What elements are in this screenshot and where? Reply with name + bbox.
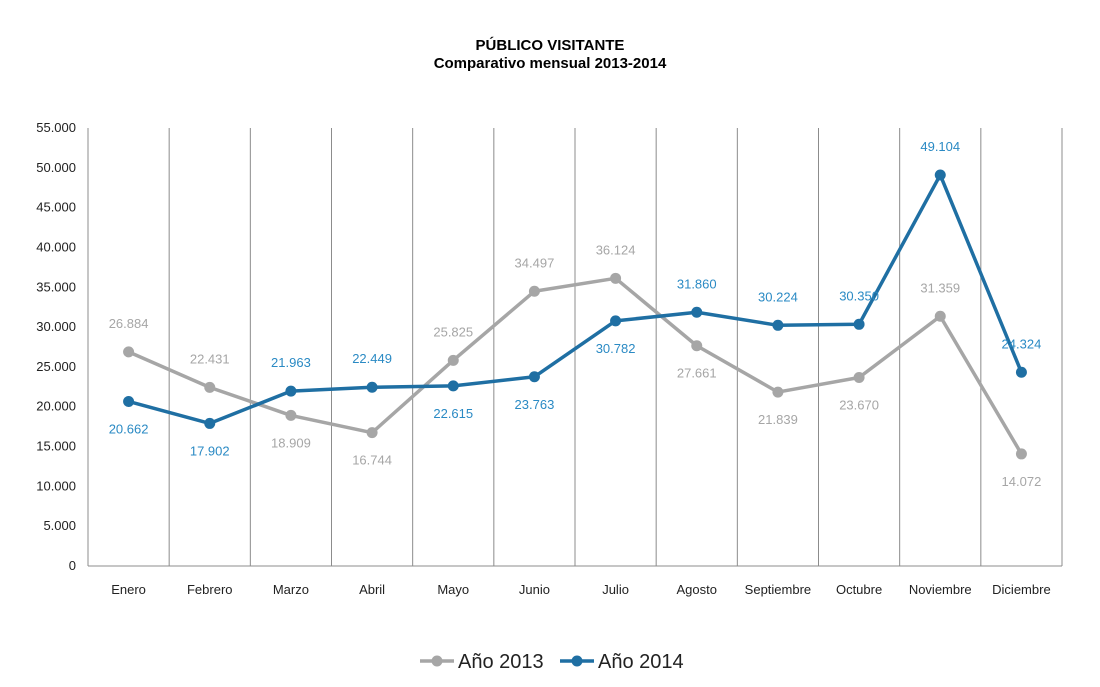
- data-point: [285, 409, 297, 421]
- x-tick-label: Enero: [111, 582, 146, 597]
- data-label: 34.497: [515, 255, 555, 270]
- chart-title: PÚBLICO VISITANTE: [475, 37, 625, 54]
- x-tick-label: Junio: [519, 582, 550, 597]
- data-point: [447, 380, 459, 392]
- data-label: 24.324: [1002, 336, 1042, 351]
- data-point: [934, 310, 946, 322]
- data-point: [528, 285, 540, 297]
- data-label: 23.670: [839, 398, 879, 413]
- y-tick-label: 40.000: [36, 239, 76, 254]
- data-point: [610, 272, 622, 284]
- data-label: 27.661: [677, 366, 717, 381]
- x-tick-label: Septiembre: [745, 582, 811, 597]
- data-label: 17.902: [190, 443, 230, 458]
- data-label: 14.072: [1002, 474, 1042, 489]
- data-point: [285, 385, 297, 397]
- data-label: 30.782: [596, 341, 636, 356]
- data-point: [610, 315, 622, 327]
- data-label: 21.963: [271, 355, 311, 370]
- data-point: [123, 395, 135, 407]
- legend-label: Año 2014: [598, 651, 684, 673]
- x-tick-label: Julio: [602, 582, 629, 597]
- data-label: 25.825: [433, 324, 473, 339]
- y-tick-label: 10.000: [36, 478, 76, 493]
- series-line-1: [127, 276, 1023, 455]
- x-tick-label: Mayo: [437, 582, 469, 597]
- data-label: 22.449: [352, 351, 392, 366]
- data-label: 26.884: [109, 316, 149, 331]
- chart-subtitle: Comparativo mensual 2013-2014: [433, 55, 667, 72]
- y-tick-label: 15.000: [36, 439, 76, 454]
- y-tick-label: 45.000: [36, 200, 76, 215]
- x-tick-label: Abril: [359, 582, 385, 597]
- x-tick-label: Noviembre: [909, 582, 972, 597]
- data-label: 22.431: [190, 351, 230, 366]
- series-line-2: [128, 173, 1024, 426]
- x-tick-label: Marzo: [273, 582, 309, 597]
- data-point: [204, 417, 216, 429]
- data-label: 31.860: [677, 276, 717, 291]
- legend-marker: [571, 655, 583, 667]
- data-point: [853, 372, 865, 384]
- x-tick-label: Febrero: [187, 582, 233, 597]
- y-tick-label: 50.000: [36, 160, 76, 175]
- x-tick-label: Agosto: [677, 582, 717, 597]
- data-label: 30.224: [758, 289, 798, 304]
- data-point: [772, 386, 784, 398]
- data-label: 20.662: [109, 421, 149, 436]
- x-tick-label: Diciembre: [992, 582, 1051, 597]
- data-point: [1015, 448, 1027, 460]
- data-point: [204, 381, 216, 393]
- data-label: 30.350: [839, 288, 879, 303]
- legend-marker: [431, 655, 443, 667]
- data-point: [528, 371, 540, 383]
- data-point: [366, 381, 378, 393]
- data-point: [447, 354, 459, 366]
- y-tick-label: 20.000: [36, 399, 76, 414]
- x-tick-label: Octubre: [836, 582, 882, 597]
- data-label: 18.909: [271, 435, 311, 450]
- data-point: [1015, 366, 1027, 378]
- data-point: [772, 319, 784, 331]
- data-label: 36.124: [596, 242, 636, 257]
- data-label: 49.104: [920, 139, 960, 154]
- y-tick-label: 5.000: [43, 518, 76, 533]
- data-label: 16.744: [352, 453, 392, 468]
- data-label: 23.763: [515, 397, 555, 412]
- legend-label: Año 2013: [458, 651, 544, 673]
- data-point: [123, 346, 135, 358]
- data-point: [691, 306, 703, 318]
- y-tick-label: 30.000: [36, 319, 76, 334]
- data-label: 31.359: [920, 280, 960, 295]
- y-tick-label: 35.000: [36, 279, 76, 294]
- data-point: [691, 340, 703, 352]
- data-point: [934, 169, 946, 181]
- data-label: 21.839: [758, 412, 798, 427]
- y-tick-label: 0: [69, 558, 76, 573]
- data-label: 22.615: [433, 406, 473, 421]
- data-point: [853, 318, 865, 330]
- y-tick-label: 55.000: [36, 120, 76, 135]
- data-point: [366, 427, 378, 439]
- y-tick-label: 25.000: [36, 359, 76, 374]
